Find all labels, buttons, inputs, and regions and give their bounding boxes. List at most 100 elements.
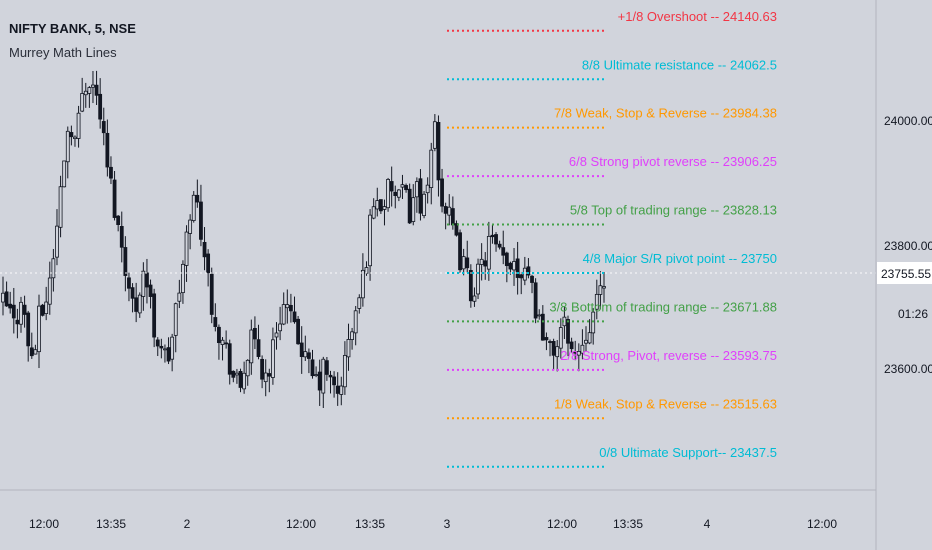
murrey-level-label: 0/8 Ultimate Support-- 23437.5 [599,445,777,460]
candle-body [404,185,408,191]
candle-body [51,258,56,279]
candle-body [263,372,268,383]
candle-body [148,284,153,297]
candle-body [83,90,88,96]
candle-body [105,132,110,168]
candle-body [217,326,221,344]
candle-body [170,336,175,360]
candle-body [566,319,570,344]
candle-body [127,277,131,289]
current-price-label [877,262,932,284]
candle-body [40,304,45,316]
candle-body [530,275,534,283]
candle-body [364,267,369,274]
candle-body [191,194,196,221]
candle-body [238,371,243,388]
candle-body [245,359,250,377]
candle-body [87,87,92,94]
candle-body [548,341,552,343]
candle-body [195,194,200,203]
candle-body [1,292,5,303]
time-axis[interactable]: 12:00 13:35 2 12:00 13:35 3 12:00 13:35 … [29,517,837,531]
murrey-level-label: 6/8 Strong pivot reverse -- 23906.25 [569,154,777,169]
candle-body [537,314,542,317]
candle-body [378,199,383,212]
candle-body [569,341,574,350]
candle-body [22,304,27,315]
candle-body [368,214,372,267]
candle-body [407,188,412,224]
candle-body [587,332,592,344]
candle-body [494,234,498,245]
candle-body [353,310,358,334]
candle-body [465,257,470,269]
time-tick: 12:00 [547,517,577,531]
candle-body [202,241,207,258]
candle-body [267,373,272,377]
candle-body [422,193,426,217]
candle-body [486,235,491,270]
time-tick: 13:35 [613,517,643,531]
candle-body [130,287,135,299]
candle-body [123,247,128,276]
indicator-title[interactable]: Murrey Math Lines [9,45,117,60]
candle-body [11,304,16,319]
candle-body [19,301,23,325]
candle-body [515,258,520,278]
candle-body [242,372,247,390]
candle-body [4,291,9,307]
price-tick: 24000.00 [884,114,932,128]
candle-body [519,274,524,279]
candle-body [260,358,265,380]
candle-body [357,297,362,309]
candle-body [299,342,304,357]
candle-body [342,355,347,388]
murrey-lines: +1/8 Overshoot -- 24140.63 8/8 Ultimate r… [447,9,777,468]
candle-body [321,358,326,394]
candle-body [274,332,279,338]
price-axis[interactable]: 24000.00 23800.00 23600.00 23755.55 01:2… [877,114,932,376]
candle-body [155,339,160,347]
candle-body [472,295,477,302]
murrey-level-label: +1/8 Overshoot -- 24140.63 [618,9,777,24]
candle-body [116,215,121,226]
candle-body [371,206,376,219]
candle-body [177,292,182,302]
candle-body [443,206,448,214]
time-tick: 13:35 [96,517,126,531]
candle-body [76,112,81,139]
candle-body [450,208,455,226]
candle-body [181,263,185,294]
candle-body [166,347,171,362]
candle-body [540,313,545,341]
candle-body [134,297,139,312]
candle-body [173,303,178,336]
candle-body [375,200,380,210]
candle-body [504,252,509,267]
candlestick-series [1,70,606,409]
candle-body [497,243,502,248]
candle-body [580,344,585,354]
candle-body [163,348,167,351]
murrey-level-label: 4/8 Major S/R pivot point -- 23750 [583,251,777,266]
candle-body [224,342,229,345]
candle-body [65,130,70,163]
symbol-title[interactable]: NIFTY BANK, 5, NSE [9,21,136,36]
candle-body [454,223,459,236]
candle-body [317,371,322,391]
candle-body [55,225,59,258]
candle-body [314,374,318,377]
candle-body [328,374,333,378]
candle-body [533,282,538,319]
candle-body [292,311,297,323]
candle-body [137,294,142,314]
candle-body [80,93,85,112]
candle-body [400,184,405,188]
candle-body [37,305,41,353]
candle-body [522,267,527,281]
candle-body [145,272,149,288]
candle-body [436,122,441,181]
time-tick: 3 [444,517,451,531]
time-tick: 13:35 [355,517,385,531]
